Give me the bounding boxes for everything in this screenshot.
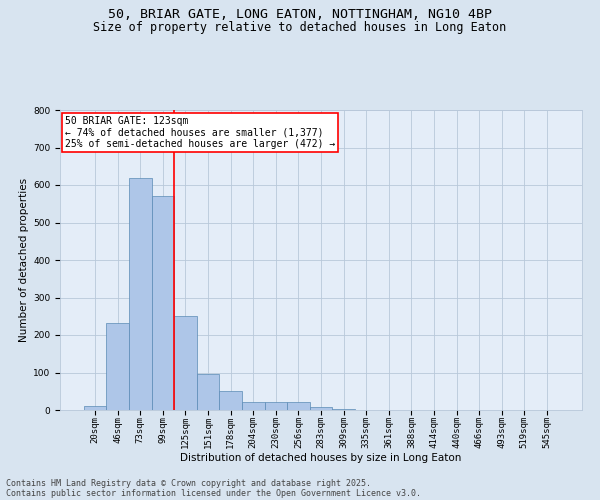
Text: Contains HM Land Registry data © Crown copyright and database right 2025.: Contains HM Land Registry data © Crown c… <box>6 478 371 488</box>
Bar <box>220 391 242 410</box>
Bar <box>265 402 287 410</box>
Bar <box>287 402 310 410</box>
Bar <box>310 407 332 410</box>
Bar <box>84 406 106 410</box>
Bar <box>242 402 265 410</box>
Text: Contains public sector information licensed under the Open Government Licence v3: Contains public sector information licen… <box>6 488 421 498</box>
Bar <box>129 178 152 410</box>
Bar <box>106 323 129 410</box>
Bar <box>174 316 197 410</box>
X-axis label: Distribution of detached houses by size in Long Eaton: Distribution of detached houses by size … <box>181 452 461 462</box>
Text: Size of property relative to detached houses in Long Eaton: Size of property relative to detached ho… <box>94 21 506 34</box>
Text: 50 BRIAR GATE: 123sqm
← 74% of detached houses are smaller (1,377)
25% of semi-d: 50 BRIAR GATE: 123sqm ← 74% of detached … <box>65 116 335 149</box>
Bar <box>332 408 355 410</box>
Bar <box>197 374 220 410</box>
Text: 50, BRIAR GATE, LONG EATON, NOTTINGHAM, NG10 4BP: 50, BRIAR GATE, LONG EATON, NOTTINGHAM, … <box>108 8 492 20</box>
Bar <box>152 196 174 410</box>
Y-axis label: Number of detached properties: Number of detached properties <box>19 178 29 342</box>
